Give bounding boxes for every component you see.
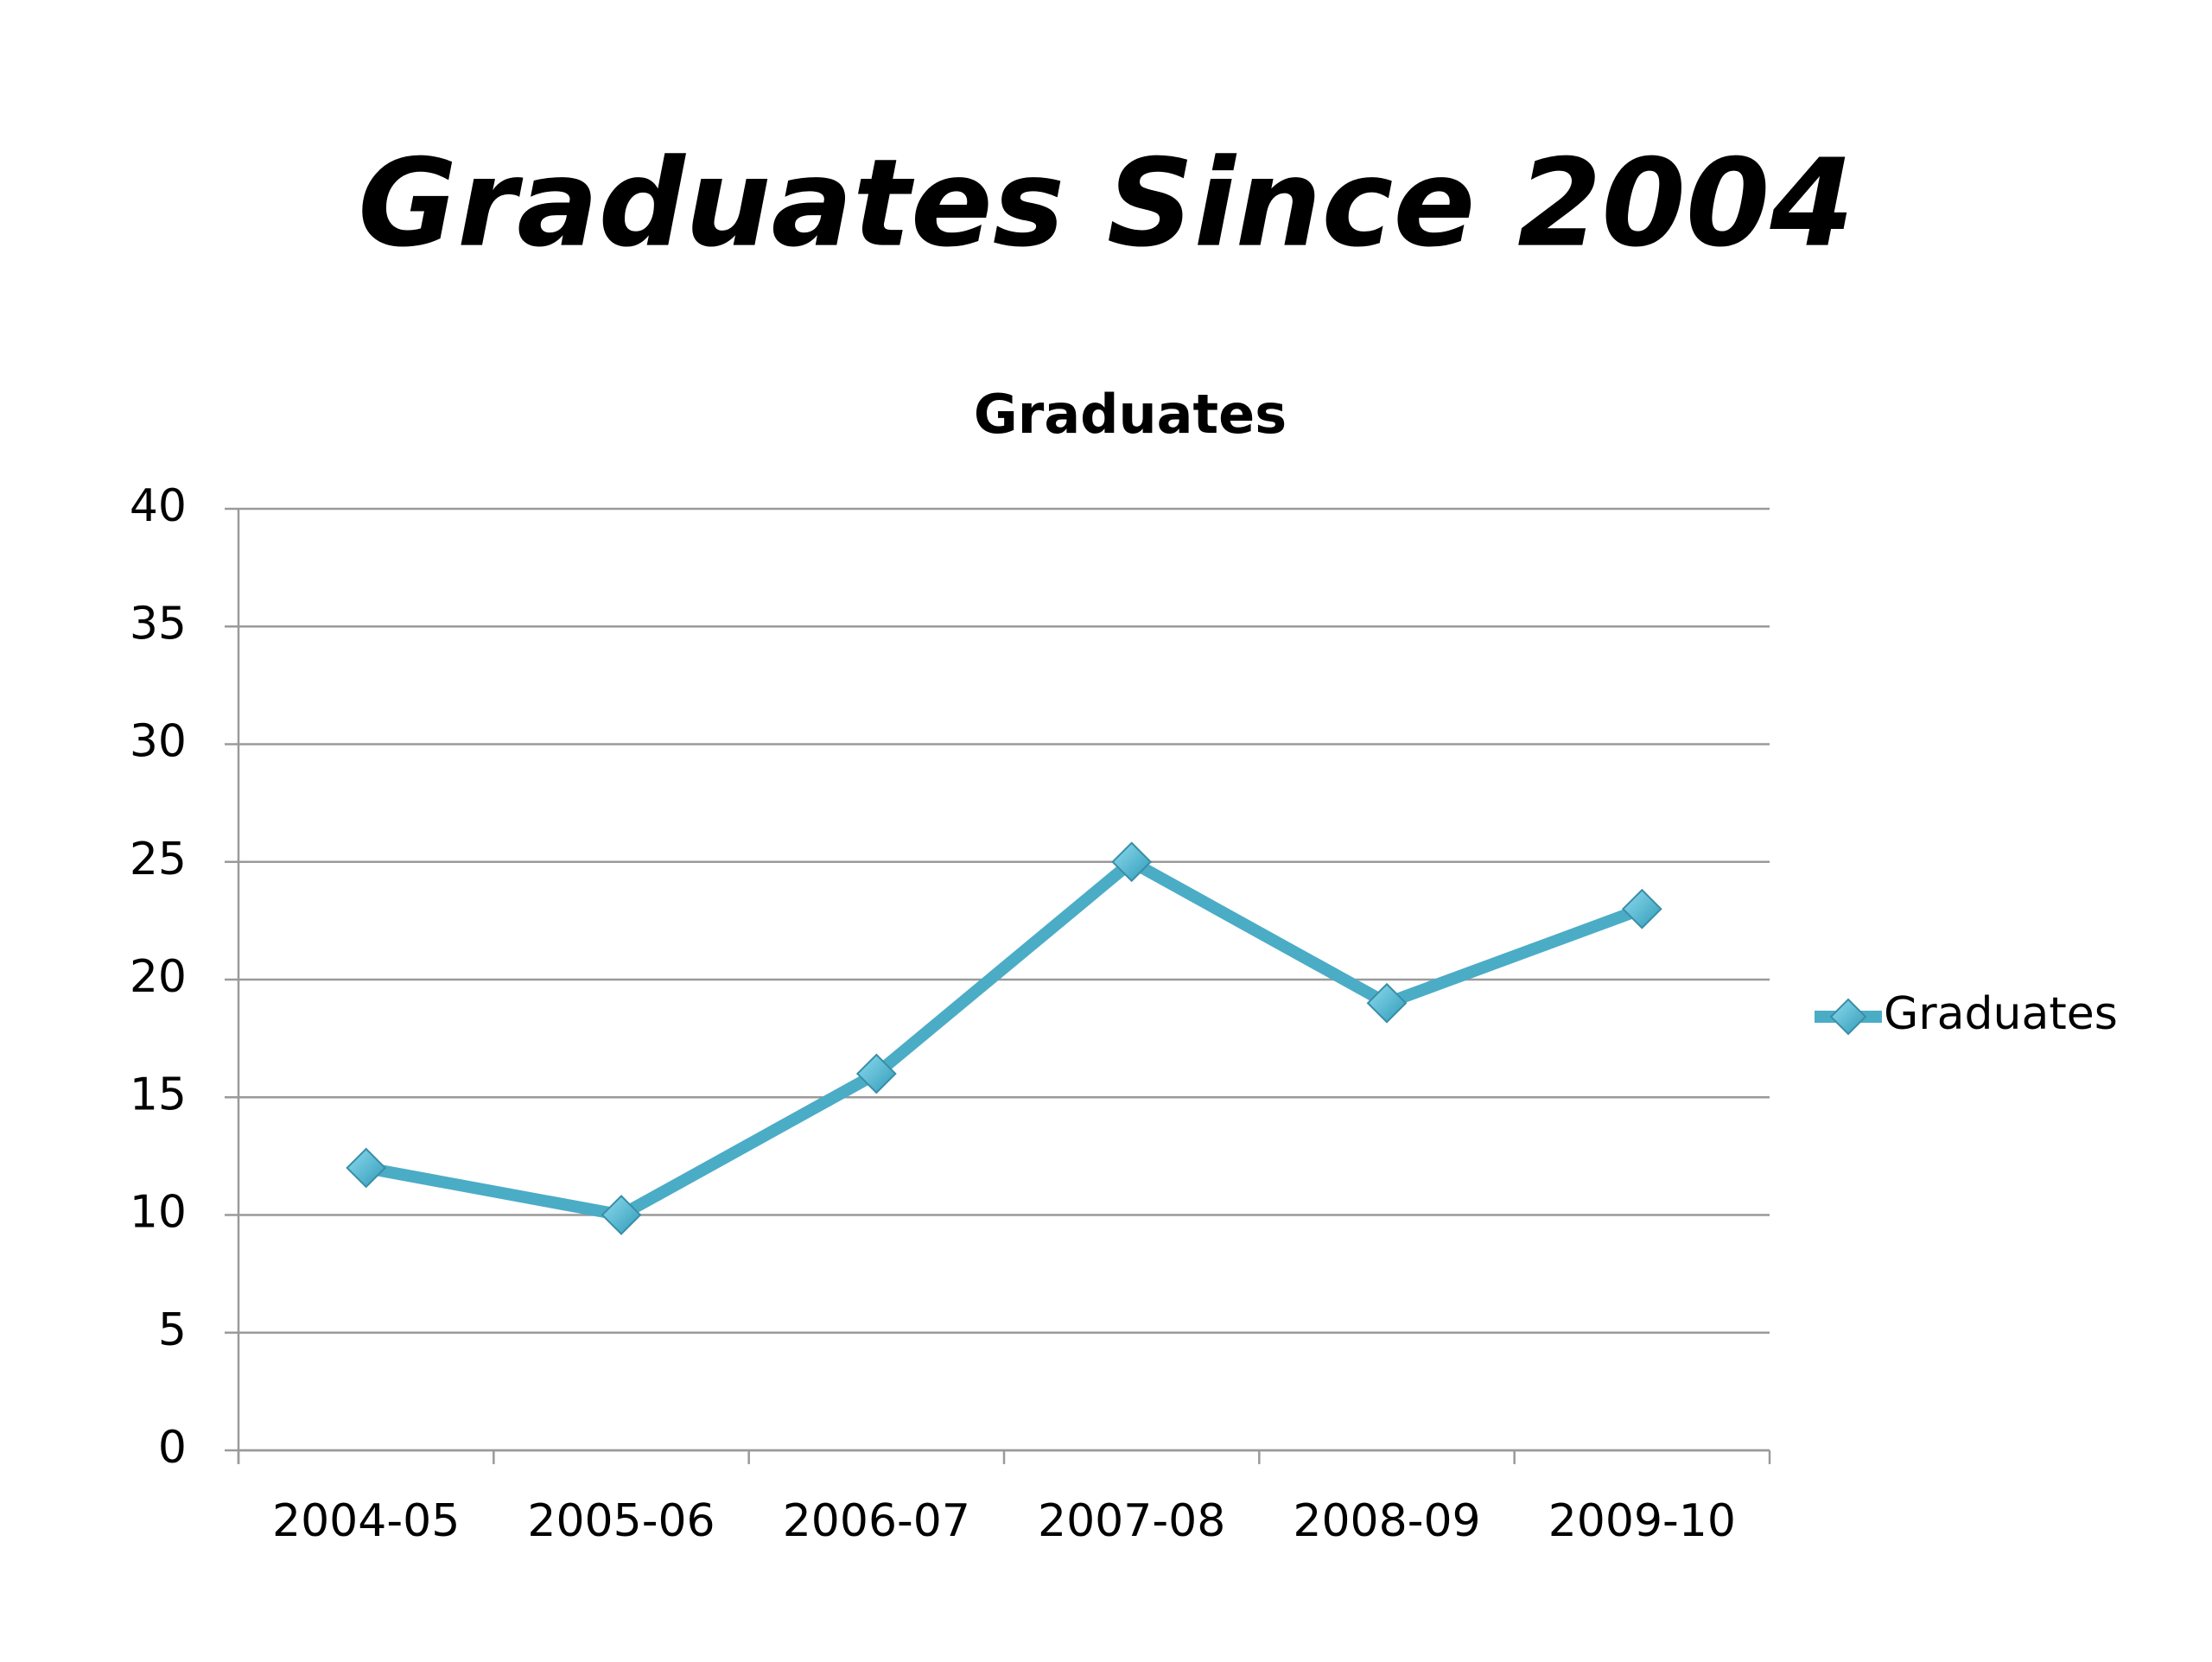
y-tick-label: 35	[130, 598, 187, 650]
x-tick-label: 2008-09	[1293, 1495, 1480, 1547]
y-tick-label: 20	[130, 951, 187, 1003]
legend-label: Graduates	[1884, 988, 2118, 1040]
y-tick-label: 0	[158, 1422, 187, 1474]
chart-title: Graduates	[974, 383, 1287, 446]
marker	[1621, 888, 1662, 929]
y-tick-label: 15	[130, 1069, 187, 1120]
slide-title: Graduates Since 2004	[358, 134, 1854, 275]
x-tick-label: 2009-10	[1548, 1495, 1736, 1547]
y-tick-label: 40	[130, 480, 187, 532]
x-tick-label: 2005-06	[527, 1495, 715, 1547]
series-line	[365, 855, 1644, 1221]
marker	[601, 1195, 642, 1235]
y-tick-label: 25	[130, 834, 187, 885]
legend-marker	[1829, 998, 1867, 1036]
x-tick-label: 2004-05	[272, 1495, 460, 1547]
x-tick-label: 2006-07	[783, 1495, 970, 1547]
marker	[346, 1147, 387, 1189]
marker	[1366, 982, 1408, 1024]
marker	[1111, 841, 1153, 883]
y-tick-label: 10	[130, 1187, 187, 1239]
x-tick-label: 2007-08	[1038, 1495, 1225, 1547]
marker	[855, 1053, 897, 1094]
y-tick-label: 30	[130, 716, 187, 768]
y-tick-label: 5	[158, 1304, 187, 1356]
